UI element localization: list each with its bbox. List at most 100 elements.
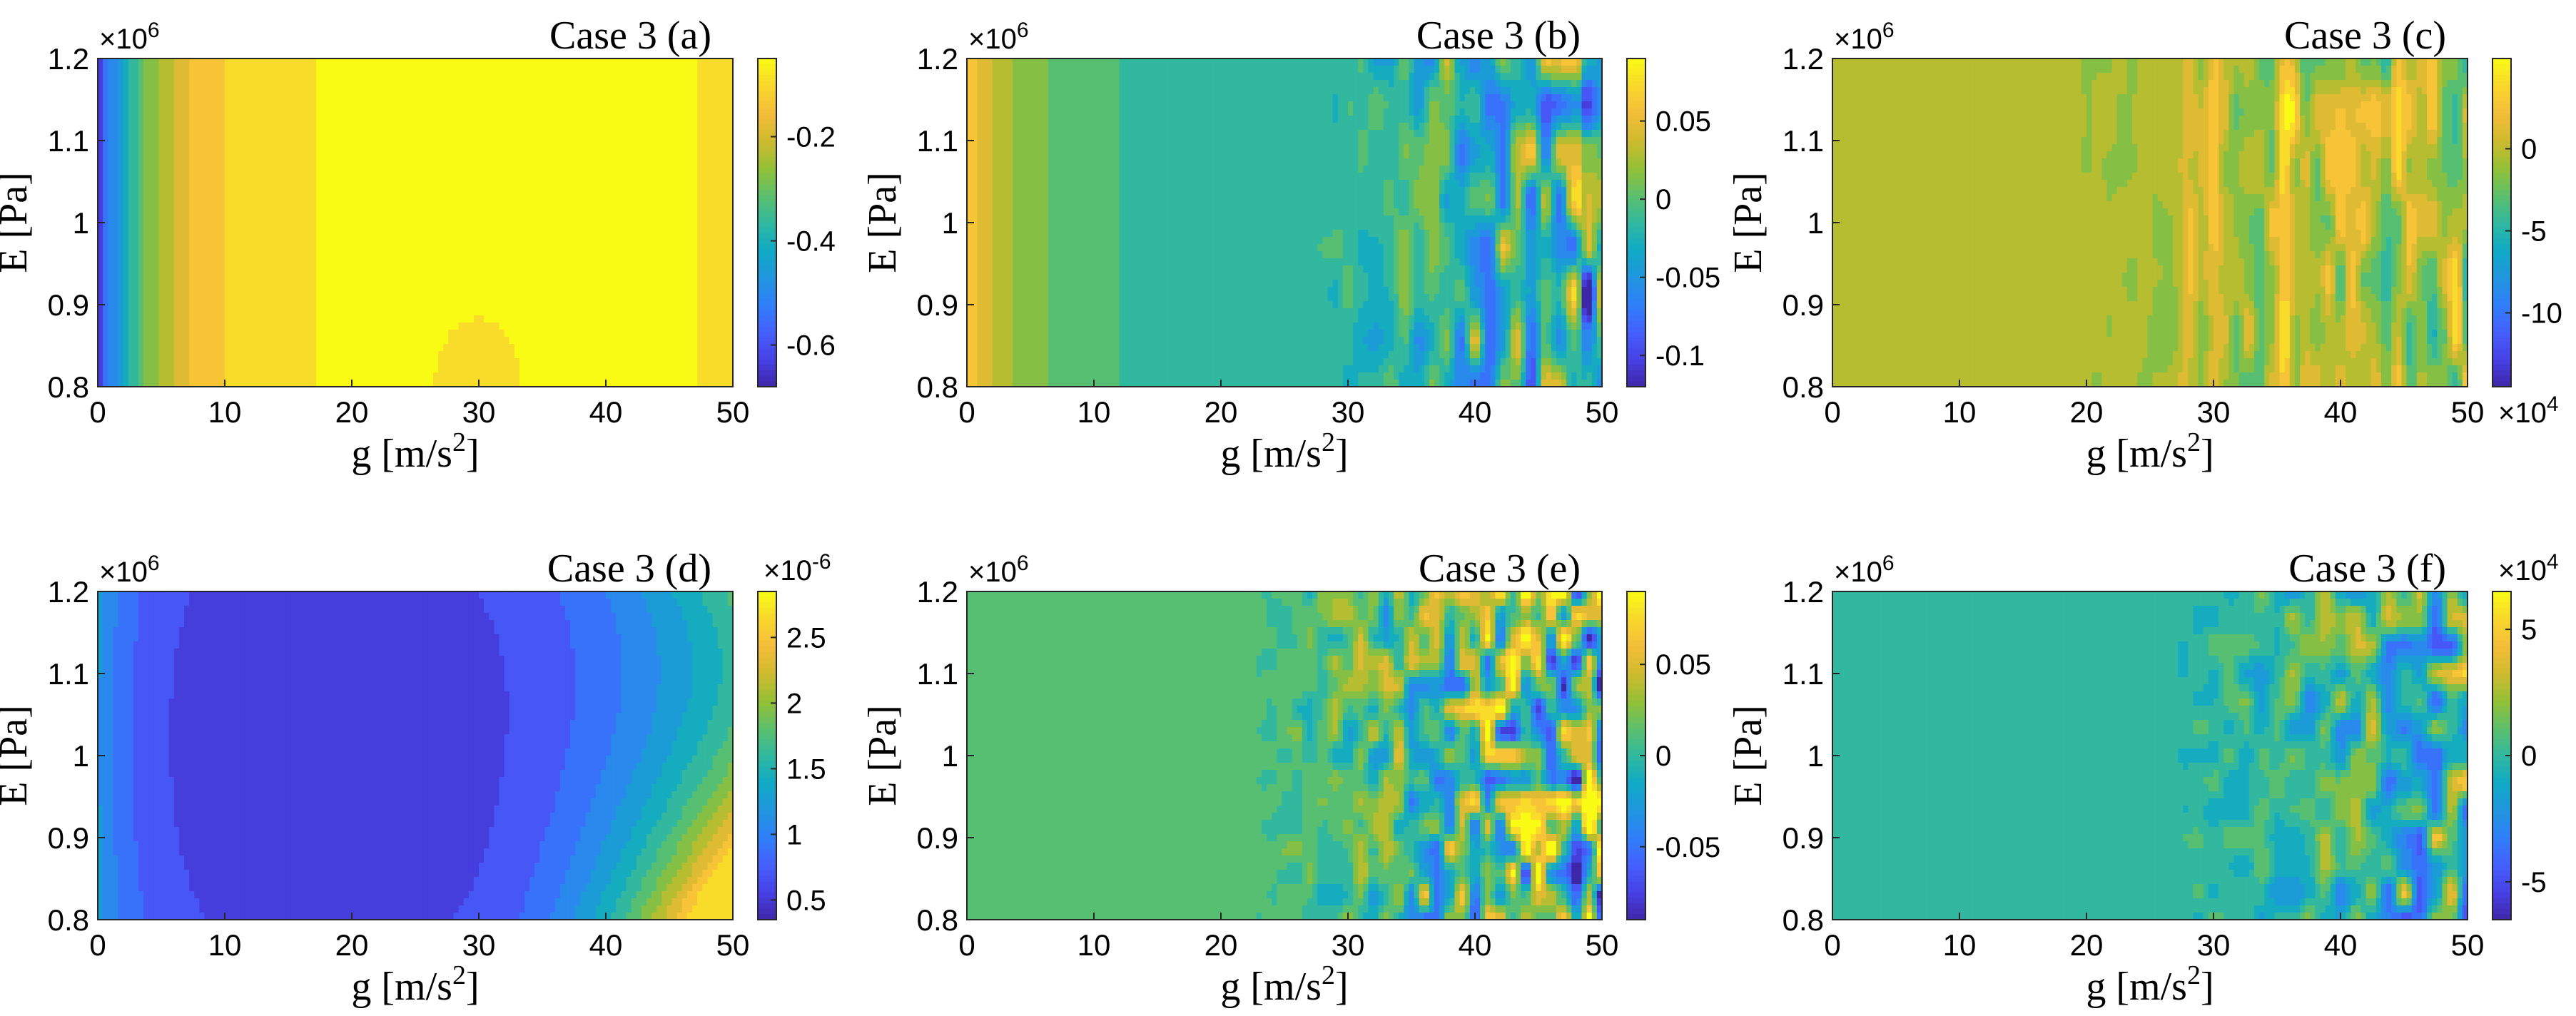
heatmap-cell — [387, 108, 393, 116]
heatmap-cell — [616, 59, 622, 66]
heatmap-cell — [656, 73, 662, 81]
heatmap-cell — [215, 80, 220, 88]
heatmap-cell — [642, 87, 647, 95]
heatmap-cell — [555, 94, 561, 102]
heatmap-cell — [392, 87, 398, 95]
heatmap-cell — [260, 59, 266, 66]
heatmap-cell — [285, 66, 291, 73]
heatmap-cell — [128, 101, 134, 109]
heatmap-cell — [606, 73, 612, 81]
heatmap-cell — [697, 94, 703, 102]
heatmap-cell — [133, 108, 139, 116]
heatmap-cell — [713, 87, 719, 95]
heatmap-cell — [235, 108, 240, 116]
heatmap-cell — [382, 101, 388, 109]
heatmap-cell — [275, 101, 281, 109]
heatmap-cell — [372, 108, 377, 116]
heatmap-cell — [174, 73, 180, 81]
heatmap-cell — [586, 59, 592, 66]
heatmap-cell — [611, 94, 617, 102]
heatmap-cell — [382, 73, 388, 81]
heatmap-cell — [143, 59, 149, 66]
heatmap-cell — [499, 87, 504, 95]
heatmap-cell — [158, 73, 164, 81]
heatmap-cell — [611, 80, 617, 88]
heatmap-cell — [296, 66, 302, 73]
heatmap-cell — [296, 80, 302, 88]
heatmap-cell — [499, 59, 504, 66]
heatmap-cell — [326, 73, 332, 81]
heatmap-cell — [306, 73, 312, 81]
heatmap-cell — [260, 101, 266, 109]
heatmap-cell — [220, 108, 225, 116]
heatmap-cell — [347, 101, 353, 109]
heatmap-cell — [499, 80, 504, 88]
heatmap-cell — [586, 73, 592, 81]
heatmap-cell — [265, 94, 271, 102]
heatmap-cell — [113, 94, 118, 102]
heatmap-cell — [250, 80, 256, 88]
heatmap-cell — [586, 87, 592, 95]
heatmap-cell — [656, 80, 662, 88]
heatmap-cell — [494, 80, 500, 88]
heatmap-cell — [316, 101, 322, 109]
heatmap-cell — [596, 73, 602, 81]
heatmap-cell — [423, 101, 429, 109]
heatmap-cell — [184, 59, 190, 66]
heatmap-cell — [397, 87, 403, 95]
heatmap-cell — [560, 101, 566, 109]
heatmap-cell — [205, 73, 211, 81]
heatmap-cell — [707, 101, 713, 109]
heatmap-cell — [418, 108, 424, 116]
heatmap-cell — [352, 80, 358, 88]
heatmap-cell — [316, 94, 322, 102]
heatmap-cell — [702, 73, 708, 81]
heatmap-cell — [352, 87, 358, 95]
heatmap-cell — [423, 87, 429, 95]
heatmap-cell — [586, 80, 592, 88]
heatmap-cell — [296, 59, 302, 66]
heatmap-cell — [428, 59, 434, 66]
heatmap-cell — [469, 94, 475, 102]
heatmap-cell — [509, 80, 515, 88]
heatmap-cell — [377, 80, 383, 88]
heatmap-cell — [357, 94, 362, 102]
heatmap-cell — [474, 94, 480, 102]
heatmap-cell — [489, 73, 495, 81]
heatmap-cell — [275, 66, 281, 73]
heatmap-cell — [215, 87, 220, 95]
heatmap-cell — [301, 59, 307, 66]
heatmap-cell — [164, 94, 170, 102]
heatmap-cell — [702, 80, 708, 88]
heatmap-cell — [677, 59, 683, 66]
heatmap-cell — [666, 73, 672, 81]
heatmap-cell — [179, 80, 185, 88]
heatmap-cell — [377, 94, 383, 102]
heatmap-cell — [148, 87, 154, 95]
heatmap-cell — [656, 59, 662, 66]
heatmap-cell — [265, 101, 271, 109]
heatmap-cell — [98, 101, 103, 109]
heatmap-cell — [428, 101, 434, 109]
heatmap-cell — [215, 101, 220, 109]
heatmap-cell — [519, 108, 525, 116]
heatmap-cell — [692, 66, 698, 73]
heatmap-cell — [601, 87, 607, 95]
heatmap-cell — [524, 101, 530, 109]
heatmap-cell — [707, 59, 713, 66]
heatmap-cell — [565, 73, 571, 81]
heatmap-cell — [275, 87, 281, 95]
heatmap-cell — [225, 73, 230, 81]
heatmap-cell — [347, 87, 353, 95]
heatmap-cell — [210, 80, 215, 88]
heatmap-cell — [637, 66, 642, 73]
heatmap-cell — [123, 66, 129, 73]
heatmap-cell — [423, 108, 429, 116]
heatmap-cell — [524, 59, 530, 66]
heatmap-cell — [637, 73, 642, 81]
heatmap-cell — [280, 101, 286, 109]
heatmap-cell — [428, 73, 434, 81]
heatmap-cell — [677, 87, 683, 95]
heatmap-cell — [484, 87, 490, 95]
heatmap-cell — [118, 108, 123, 116]
